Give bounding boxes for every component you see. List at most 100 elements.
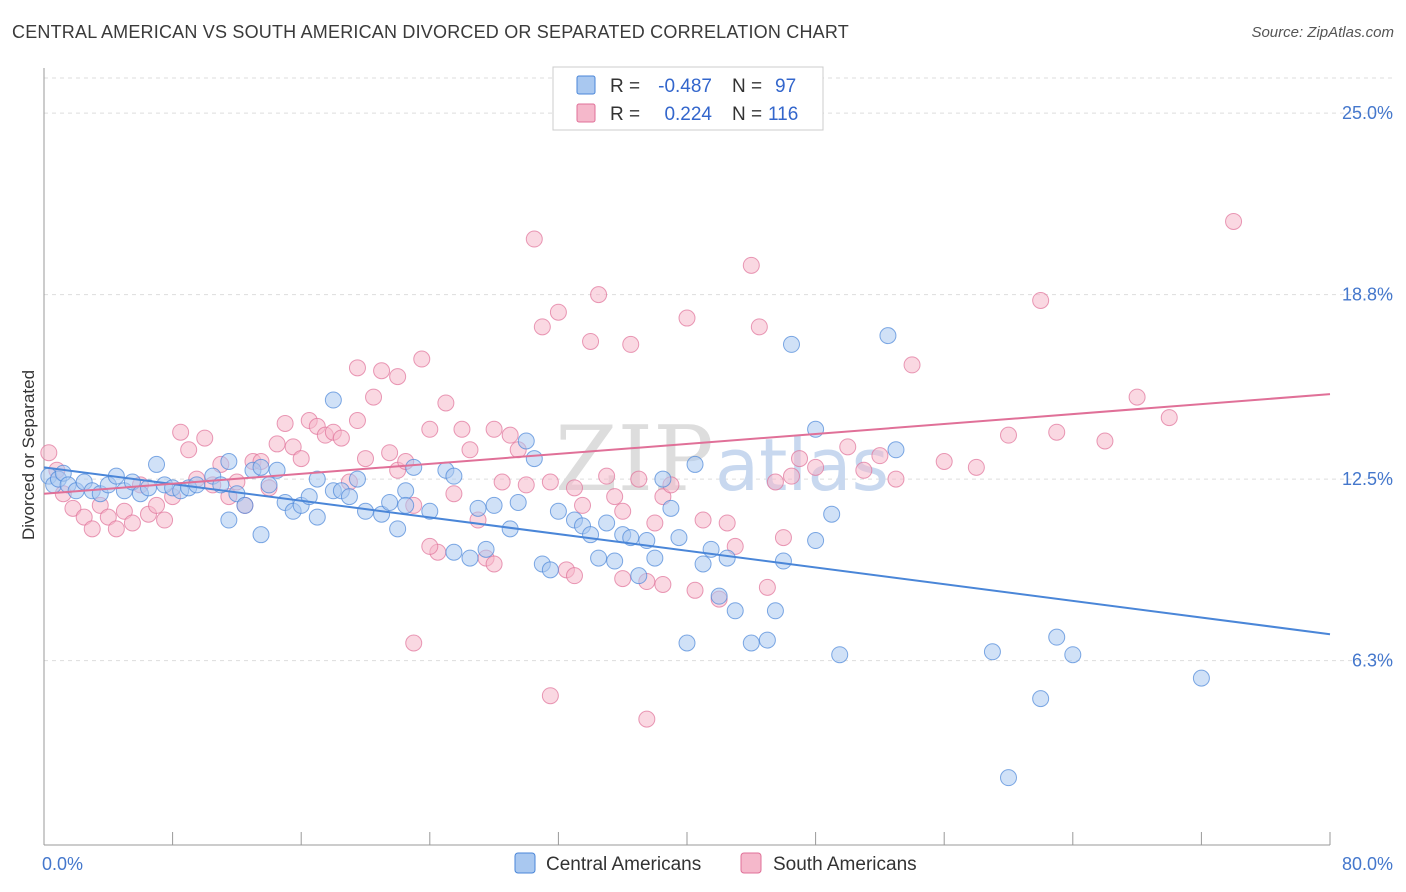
south-american-point [276, 414, 294, 432]
central-american-point [686, 455, 704, 473]
central-american-point [236, 496, 254, 514]
central-american-point [1000, 769, 1017, 787]
central-american-point [541, 561, 559, 579]
south-american-point [774, 529, 792, 547]
south-american-point [614, 502, 632, 520]
south-american-point [1160, 409, 1178, 427]
source-label: Source: ZipAtlas.com [1251, 24, 1394, 41]
south-american-point [766, 473, 784, 491]
south-american-point [525, 230, 543, 248]
south-american-point [549, 303, 567, 321]
south-american-point [123, 514, 141, 532]
south-american-point [1096, 432, 1114, 450]
y-tick-label: 6.3% [1352, 651, 1393, 671]
south-american-point [742, 256, 760, 274]
south-american-point [180, 441, 198, 459]
central-american-point [742, 634, 760, 652]
central-american-point [469, 499, 487, 517]
south-american-point [445, 485, 463, 503]
south-american-point [871, 447, 889, 465]
south-american-point [83, 520, 101, 538]
central-american-point [646, 549, 664, 567]
south-american-point [389, 368, 407, 386]
x-tick-label: 0.0% [42, 854, 83, 874]
central-american-point [220, 453, 238, 470]
central-american-point [606, 552, 624, 570]
central-american-point [598, 514, 616, 532]
south-american-point [565, 567, 583, 585]
stats-legend-n-value: 97 [775, 76, 796, 97]
south-american-point [485, 555, 503, 573]
south-american-point [726, 537, 744, 555]
stats-legend-swatch-central [576, 75, 596, 95]
central-american-point [678, 634, 696, 652]
south-american-point [64, 499, 82, 517]
chart-title: CENTRAL AMERICAN VS SOUTH AMERICAN DIVOR… [12, 22, 849, 42]
central-american-point [831, 646, 849, 664]
stats-legend-r-value: 0.224 [664, 104, 712, 125]
stats-legend-swatch-south [576, 103, 596, 123]
stats-legend-n-value: 116 [768, 104, 798, 125]
legend-swatch-central [514, 852, 536, 874]
central-american-point [357, 502, 374, 520]
central-american-point [662, 499, 680, 517]
south-american-point [782, 467, 800, 485]
central-american-trend-line [43, 466, 1331, 636]
south-american-point [284, 438, 302, 456]
south-american-point [935, 453, 953, 470]
grid-lines [44, 77, 1392, 662]
south-american-point [493, 473, 511, 491]
central-american-point [445, 467, 463, 485]
stats-legend-r-value: -0.487 [658, 76, 712, 97]
central-american-point [509, 493, 527, 511]
south-american-point [533, 318, 551, 336]
central-american-point [397, 482, 415, 500]
x-tick-label: 80.0% [1342, 854, 1393, 874]
south-american-point [453, 420, 471, 438]
south-american-point [148, 496, 166, 514]
south-american-point [413, 350, 431, 368]
central-american-points [40, 327, 1210, 787]
south-american-point [565, 479, 583, 497]
south-american-point [750, 318, 768, 336]
south-american-points [40, 212, 1243, 728]
south-american-point [485, 420, 503, 438]
central-american-point [1064, 646, 1082, 664]
central-american-point [694, 555, 712, 573]
south-american-point [686, 581, 704, 599]
central-american-point [268, 461, 286, 479]
south-american-point [421, 537, 439, 555]
south-american-point [40, 444, 58, 462]
trend-lines [43, 393, 1331, 636]
y-tick-labels: 6.3% 12.5% 18.8% 25.0% [1342, 103, 1393, 670]
central-american-point [381, 493, 399, 511]
south-american-point [654, 575, 672, 593]
south-american-point [638, 710, 656, 728]
central-american-point [1032, 690, 1050, 708]
central-american-point [726, 602, 744, 620]
central-american-point [461, 549, 479, 567]
south-american-point [758, 578, 776, 596]
south-american-point [421, 420, 439, 438]
central-american-point [421, 502, 439, 520]
central-american-point [823, 505, 841, 523]
central-american-point [782, 335, 800, 353]
south-american-point [156, 511, 174, 529]
central-american-point [630, 567, 648, 585]
central-american-point [525, 450, 543, 468]
y-tick-label: 18.8% [1342, 285, 1393, 305]
south-american-point [630, 470, 648, 488]
central-american-point [718, 549, 736, 567]
central-american-point [220, 511, 238, 529]
central-american-point [654, 470, 672, 488]
south-american-point [887, 470, 905, 488]
south-american-point [622, 335, 640, 353]
south-american-point [107, 520, 125, 538]
central-american-point [622, 529, 640, 547]
south-american-point [1225, 212, 1243, 230]
bottom-legend: Central Americans South Americans [514, 852, 917, 875]
central-american-point [139, 479, 157, 497]
south-american-point [694, 511, 712, 529]
south-american-point [461, 441, 479, 459]
central-american-point [485, 496, 503, 514]
